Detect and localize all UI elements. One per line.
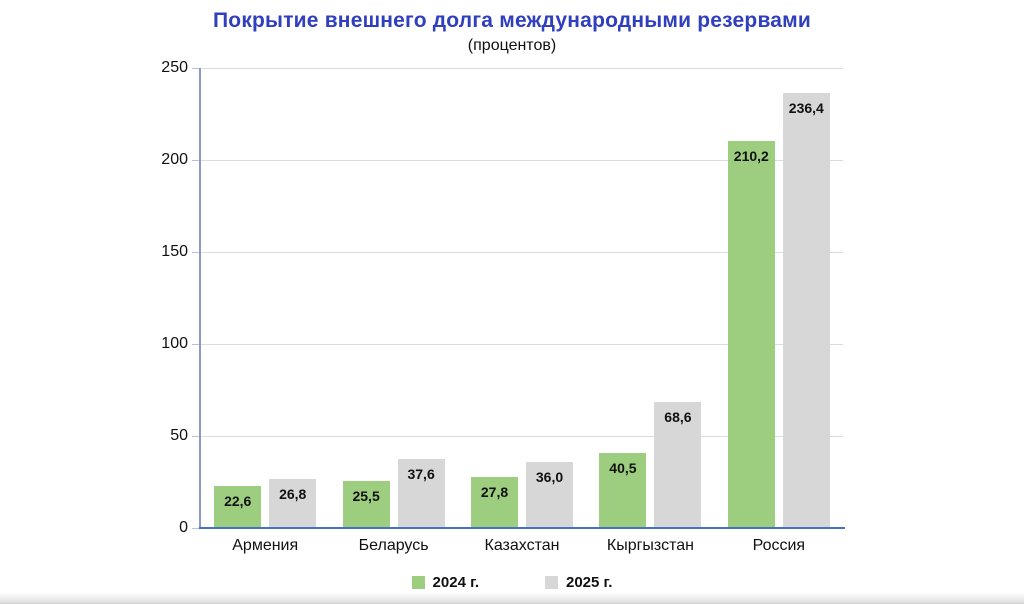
x-axis-category-label: Казахстан <box>484 537 560 554</box>
bar-value-label: 27,8 <box>480 483 509 500</box>
gridline <box>201 435 843 437</box>
x-axis-category-label: Россия <box>752 537 806 554</box>
y-axis: 0 50 100 150 200 250 <box>0 59 188 536</box>
x-axis-category-label: Кыргызстан <box>606 537 694 554</box>
y-axis-tick-label: 50 <box>170 427 188 444</box>
axis-tick <box>192 343 199 345</box>
bar-2025: 37,6 <box>397 458 445 528</box>
gridline <box>201 67 843 69</box>
axis-tick <box>192 251 199 253</box>
bar-value-label: 210,2 <box>733 148 769 165</box>
bar-value-label: 37,6 <box>407 465 435 482</box>
y-axis-tick-label: 200 <box>161 151 188 168</box>
axis-tick <box>192 435 199 437</box>
bar-value-label: 236,4 <box>788 100 824 117</box>
bar-groups: 22,6 26,8 25,5 37,6 27,8 36,0 40,5 68,6 210,2 236… <box>201 68 843 528</box>
bar-2025: 26,8 <box>269 478 317 528</box>
bar-2024: 25,5 <box>342 481 390 528</box>
x-axis-category-label: Армения <box>232 537 299 554</box>
legend-label: 2025 г. <box>566 574 613 591</box>
chart-title: Покрытие внешнего долга международными р… <box>213 9 811 32</box>
gridline <box>201 343 843 345</box>
chart-subtitle: (процентов) <box>467 37 557 54</box>
gridline <box>201 159 843 161</box>
bar-value-label: 26,8 <box>279 485 307 502</box>
y-axis-tick-label: 0 <box>179 519 188 536</box>
legend-label: 2024 г. <box>432 574 479 591</box>
axis-tick <box>192 527 199 529</box>
bar-group: 22,6 26,8 <box>201 68 329 528</box>
legend-item: 2025 г. <box>545 574 612 591</box>
bar-value-label: 40,5 <box>609 460 637 477</box>
bottom-edge-strip <box>0 592 1024 604</box>
bar-2025: 236,4 <box>782 93 830 528</box>
bar-value-label: 68,6 <box>664 408 692 425</box>
y-axis-tick-label: 150 <box>161 243 188 260</box>
bar-group: 27,8 36,0 <box>458 68 586 528</box>
bar-2024: 27,8 <box>471 476 519 528</box>
bar-value-label: 36,0 <box>535 468 564 485</box>
axis-tick <box>192 67 199 69</box>
gridline <box>201 251 843 253</box>
bar-2024: 22,6 <box>214 486 262 528</box>
bar-2025: 36,0 <box>526 461 574 528</box>
plot-area: 22,6 26,8 25,5 37,6 27,8 36,0 40,5 68,6 210,2 236… <box>192 67 845 529</box>
axis-tick <box>192 159 199 161</box>
bar-group: 210,2 236,4 <box>715 68 843 528</box>
bar-2025: 68,6 <box>654 401 702 528</box>
bar-value-label: 25,5 <box>352 488 380 505</box>
x-axis-baseline <box>199 527 845 529</box>
y-axis-tick-label: 100 <box>161 335 188 352</box>
x-axis-category-label: Беларусь <box>358 537 429 554</box>
bar-2024: 40,5 <box>599 453 647 528</box>
bar-2024: 210,2 <box>727 141 775 528</box>
legend: 2024 г. 2025 г. <box>0 574 1024 591</box>
bar-group: 25,5 37,6 <box>329 68 457 528</box>
legend-swatch <box>411 576 425 589</box>
y-axis-line <box>199 68 201 528</box>
x-axis: Армения Беларусь Казахстан Кыргызстан Россия <box>201 537 843 555</box>
bar-value-label: 22,6 <box>224 493 252 510</box>
bar-group: 40,5 68,6 <box>586 68 714 528</box>
legend-swatch <box>545 576 558 589</box>
legend-item: 2024 г. <box>411 574 479 591</box>
y-axis-tick-label: 250 <box>161 59 188 76</box>
